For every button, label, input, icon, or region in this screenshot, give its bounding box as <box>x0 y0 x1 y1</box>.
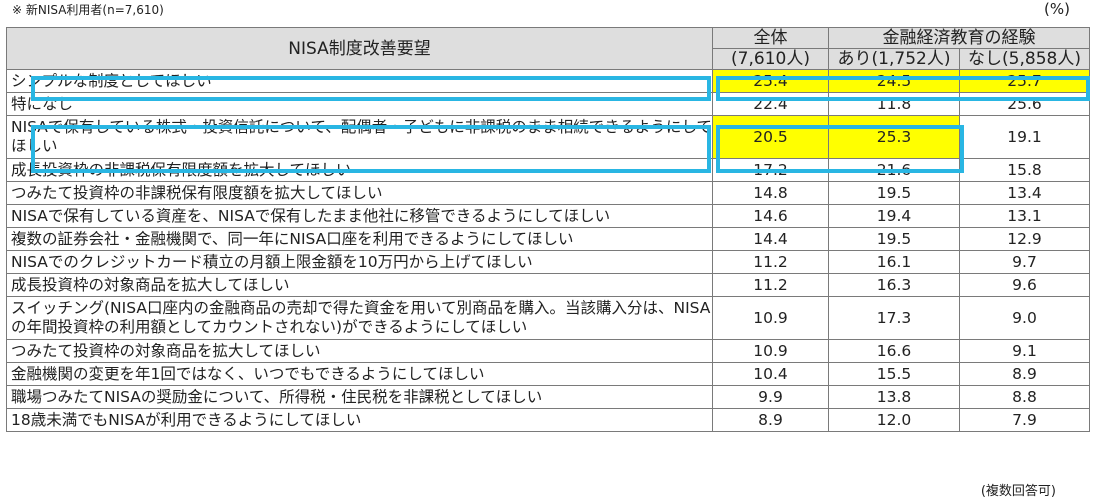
value-total: 14.6 <box>712 204 829 228</box>
table-row: つみたて投資枠の非課税保有限度額を拡大してほしい 14.8 19.5 13.4 <box>6 181 1090 205</box>
header-item: NISA制度改善要望 <box>6 27 713 70</box>
row-label: 特になし <box>6 92 713 116</box>
table-row: 特になし 22.4 11.8 25.6 <box>6 92 1090 116</box>
value-total: 10.4 <box>712 362 829 386</box>
survey-table: NISA制度改善要望 全体 金融経済教育の経験 (7,610人) あり(1,75… <box>6 27 1090 432</box>
value-no: 7.9 <box>959 408 1090 432</box>
row-label: 成長投資枠の対象商品を拡大してほしい <box>6 273 713 297</box>
value-no: 9.6 <box>959 273 1090 297</box>
value-no: 9.7 <box>959 250 1090 274</box>
value-no: 8.9 <box>959 362 1090 386</box>
value-yes: 16.6 <box>828 339 960 363</box>
header-no: なし(5,858人) <box>959 48 1090 70</box>
value-yes: 25.3 <box>828 115 960 159</box>
row-label: NISAで保有している株式・投資信託について、配偶者・子どもに非課税のまま相続で… <box>6 115 713 159</box>
table-row: 成長投資枠の非課税保有限度額を拡大してほしい 17.2 21.6 15.8 <box>6 158 1090 182</box>
table-row: 職場つみたてNISAの奨励金について、所得税・住民税を非課税としてほしい 9.9 1… <box>6 385 1090 409</box>
row-label: つみたて投資枠の対象商品を拡大してほしい <box>6 339 713 363</box>
value-yes: 16.3 <box>828 273 960 297</box>
table-row: NISAで保有している株式・投資信託について、配偶者・子どもに非課税のまま相続で… <box>6 115 1090 159</box>
value-yes: 15.5 <box>828 362 960 386</box>
table-row: シンプルな制度としてほしい 25.4 24.5 25.7 <box>6 69 1090 93</box>
value-yes: 12.0 <box>828 408 960 432</box>
row-label: つみたて投資枠の非課税保有限度額を拡大してほしい <box>6 181 713 205</box>
value-yes: 24.5 <box>828 69 960 93</box>
table-row: NISAでのクレジットカード積立の月額上限金額を10万円から上げてほしい 11.2… <box>6 250 1090 274</box>
header-group: 金融経済教育の経験 <box>828 27 1090 49</box>
unit-label: (%) <box>1044 0 1070 18</box>
row-label: 18歳未満でもNISAが利用できるようにしてほしい <box>6 408 713 432</box>
row-label: スイッチング(NISA口座内の金融商品の売却で得た資金を用いて別商品を購入。当該… <box>6 296 713 340</box>
row-label: 複数の証券会社・金融機関で、同一年にNISA口座を利用できるようにしてほしい <box>6 227 713 251</box>
value-yes: 17.3 <box>828 296 960 340</box>
value-no: 13.4 <box>959 181 1090 205</box>
value-yes: 19.5 <box>828 181 960 205</box>
value-yes: 19.4 <box>828 204 960 228</box>
value-total: 14.8 <box>712 181 829 205</box>
value-total: 14.4 <box>712 227 829 251</box>
value-total: 11.2 <box>712 250 829 274</box>
row-label: NISAで保有している資産を、NISAで保有したまま他社に移管できるようにしてほ… <box>6 204 713 228</box>
value-yes: 21.6 <box>828 158 960 182</box>
table-row: スイッチング(NISA口座内の金融商品の売却で得た資金を用いて別商品を購入。当該… <box>6 296 1090 340</box>
value-no: 19.1 <box>959 115 1090 159</box>
value-no: 13.1 <box>959 204 1090 228</box>
table-row: 複数の証券会社・金融機関で、同一年にNISA口座を利用できるようにしてほしい 14… <box>6 227 1090 251</box>
value-total: 17.2 <box>712 158 829 182</box>
table-row: NISAで保有している資産を、NISAで保有したまま他社に移管できるようにしてほ… <box>6 204 1090 228</box>
row-label: 職場つみたてNISAの奨励金について、所得税・住民税を非課税としてほしい <box>6 385 713 409</box>
value-no: 25.7 <box>959 69 1090 93</box>
value-total: 22.4 <box>712 92 829 116</box>
value-yes: 16.1 <box>828 250 960 274</box>
value-no: 12.9 <box>959 227 1090 251</box>
value-total: 10.9 <box>712 339 829 363</box>
value-no: 15.8 <box>959 158 1090 182</box>
table-row: 金融機関の変更を年1回ではなく、いつでもできるようにしてほしい 10.4 15.5 8… <box>6 362 1090 386</box>
row-label: 金融機関の変更を年1回ではなく、いつでもできるようにしてほしい <box>6 362 713 386</box>
sample-note: ※ 新NISA利用者(n=7,610) <box>12 3 164 17</box>
value-total: 20.5 <box>712 115 829 159</box>
value-no: 25.6 <box>959 92 1090 116</box>
table-row: つみたて投資枠の対象商品を拡大してほしい 10.9 16.6 9.1 <box>6 339 1090 363</box>
table-row: 成長投資枠の対象商品を拡大してほしい 11.2 16.3 9.6 <box>6 273 1090 297</box>
value-yes: 11.8 <box>828 92 960 116</box>
table-row: 18歳未満でもNISAが利用できるようにしてほしい 8.9 12.0 7.9 <box>6 408 1090 432</box>
header-yes: あり(1,752人) <box>828 48 960 70</box>
header-total-n: (7,610人) <box>712 48 829 70</box>
header-total: 全体 <box>712 27 829 49</box>
value-total: 9.9 <box>712 385 829 409</box>
value-no: 9.1 <box>959 339 1090 363</box>
value-total: 25.4 <box>712 69 829 93</box>
value-total: 10.9 <box>712 296 829 340</box>
table-body: シンプルな制度としてほしい 25.4 24.5 25.7 特になし 22.4 11.8 25.… <box>6 69 1090 432</box>
value-no: 8.8 <box>959 385 1090 409</box>
row-label: NISAでのクレジットカード積立の月額上限金額を10万円から上げてほしい <box>6 250 713 274</box>
value-total: 11.2 <box>712 273 829 297</box>
footnote: (複数回答可) <box>980 484 1056 499</box>
value-total: 8.9 <box>712 408 829 432</box>
row-label: シンプルな制度としてほしい <box>6 69 713 93</box>
row-label: 成長投資枠の非課税保有限度額を拡大してほしい <box>6 158 713 182</box>
value-yes: 13.8 <box>828 385 960 409</box>
value-yes: 19.5 <box>828 227 960 251</box>
value-no: 9.0 <box>959 296 1090 340</box>
